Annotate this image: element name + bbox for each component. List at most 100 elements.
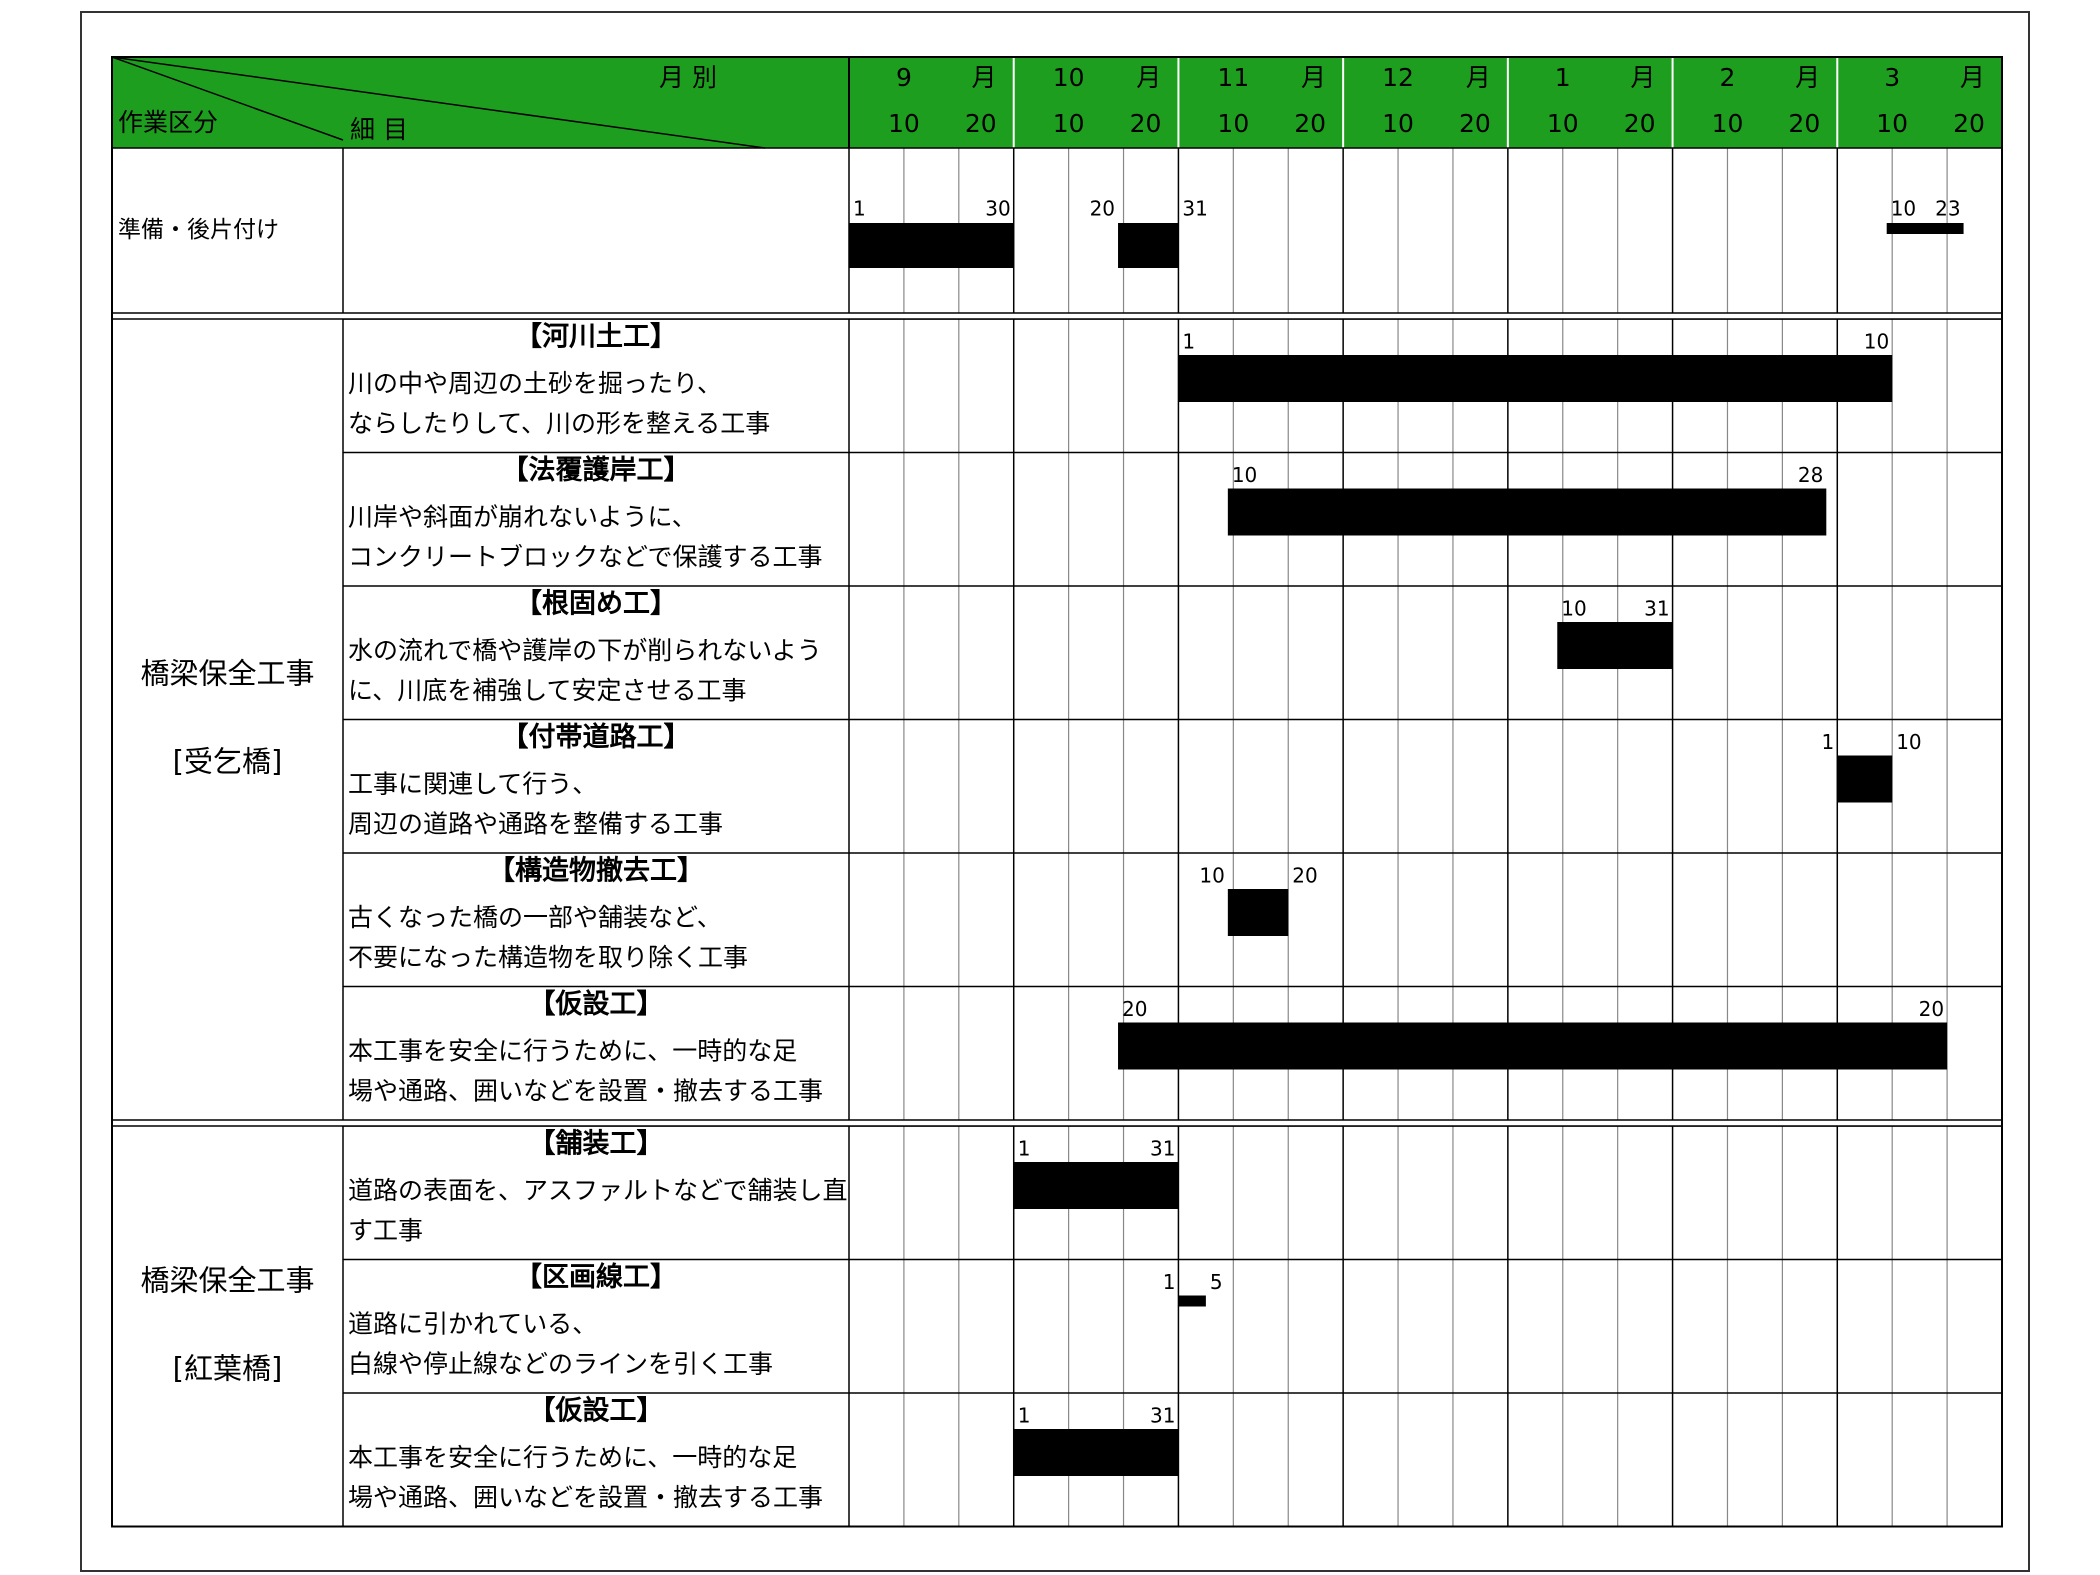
month-unit: 月 (1630, 63, 1655, 92)
month-label: 3 (1884, 63, 1900, 92)
group-name: 橋梁保全工事 (140, 657, 314, 691)
bar-start-label: 20 (1122, 997, 1147, 1021)
bar-start-label: 1 (1018, 1137, 1031, 1161)
bar-end-label: 10 (1864, 330, 1889, 354)
item-description: 本工事を安全に行うために、一時的な足 (348, 1443, 797, 1472)
schedule-bar (1118, 1022, 1948, 1070)
bar-start-label: 10 (1199, 864, 1224, 888)
section-name: 準備・後片付け (118, 217, 279, 243)
item-description: 川の中や周辺の土砂を掘ったり、 (348, 369, 722, 398)
item-title: 【構造物撤去工】 (488, 855, 704, 887)
bar-end-label: 20 (1292, 864, 1317, 888)
item-description: 道路の表面を、アスファルトなどで舗装し直 (348, 1176, 848, 1205)
item-description: 古くなった橋の一部や舗装など、 (348, 903, 722, 932)
item-description: 場や通路、囲いなどを設置・撤去する工事 (348, 1483, 823, 1512)
dekad-label: 10 (1712, 109, 1744, 138)
month-unit: 月 (1795, 63, 1820, 92)
schedule-bar (1118, 223, 1179, 268)
item-description: ならしたりして、川の形を整える工事 (348, 409, 770, 438)
dekad-label: 10 (1382, 109, 1414, 138)
bar-end-label: 31 (1182, 197, 1207, 221)
dekad-label: 10 (1217, 109, 1249, 138)
dekad-label: 20 (1294, 109, 1326, 138)
item-title: 【舗装工】 (529, 1129, 664, 1160)
item-title: 【仮設工】 (529, 1395, 664, 1427)
schedule-bar (1886, 223, 1964, 234)
item-description: 場や通路、囲いなどを設置・撤去する工事 (348, 1077, 823, 1106)
item-description: 川岸や斜面が崩れないように、 (348, 503, 697, 532)
dekad-label: 10 (1876, 109, 1908, 138)
schedule-bar (1227, 889, 1289, 936)
corner-top: 月 別 (659, 63, 717, 92)
bar-start-label: 20 (1090, 197, 1115, 221)
bar-end-label: 31 (1644, 597, 1669, 621)
dekad-label: 10 (1053, 109, 1085, 138)
dekad-label: 10 (888, 109, 920, 138)
dekad-label: 20 (1130, 109, 1162, 138)
bar-start-label: 1 (1018, 1404, 1031, 1428)
item-description: す工事 (348, 1216, 423, 1245)
month-label: 1 (1555, 63, 1571, 92)
group-name: 橋梁保全工事 (140, 1263, 314, 1297)
month-label: 11 (1217, 63, 1249, 92)
section-separator (111, 312, 2003, 320)
item-title: 【河川土工】 (515, 322, 677, 353)
header-bg (112, 57, 2002, 148)
page-border (80, 11, 2030, 1572)
table-border (111, 56, 2003, 1528)
bar-end-label: 31 (1150, 1137, 1175, 1161)
item-title: 【仮設工】 (529, 988, 664, 1020)
schedule-bar (849, 223, 1014, 268)
bar-start-label: 1 (1163, 1270, 1176, 1294)
bar-end-label: 20 (1919, 997, 1944, 1021)
schedule-bar (1557, 622, 1673, 669)
item-description: 周辺の道路や通路を整備する工事 (348, 810, 723, 839)
item-description: 不要になった構造物を取り除く工事 (348, 943, 748, 972)
month-unit: 月 (1960, 63, 1985, 92)
dekad-label: 20 (1459, 109, 1491, 138)
schedule-bar (1837, 755, 1893, 803)
item-description: 工事に関連して行う、 (348, 770, 597, 799)
group-site: [受乞橋] (173, 745, 283, 779)
dekad-label: 20 (1788, 109, 1820, 138)
dekad-label: 20 (1953, 109, 1985, 138)
bar-start-label: 1 (853, 197, 866, 221)
bar-start-label: 1 (1182, 330, 1195, 354)
month-unit: 月 (1301, 63, 1326, 92)
item-title: 【根固め工】 (515, 589, 677, 620)
item-description: 水の流れで橋や護岸の下が削られないよう (348, 636, 822, 665)
schedule-bar (1013, 1429, 1179, 1476)
item-description: コンクリートブロックなどで保護する工事 (348, 543, 823, 572)
schedule-bar (1013, 1162, 1179, 1209)
schedule-bar (1178, 1295, 1206, 1307)
bar-start-label: 10 (1232, 463, 1257, 487)
month-label: 2 (1720, 63, 1736, 92)
item-title: 【区画線工】 (515, 1261, 677, 1293)
dekad-label: 10 (1547, 109, 1579, 138)
item-description: に、川底を補強して安定させる工事 (348, 676, 747, 705)
bar-end-label: 23 (1935, 197, 1960, 221)
month-unit: 月 (1136, 63, 1161, 92)
item-title: 【付帯道路工】 (502, 721, 691, 753)
bar-start-label: 10 (1891, 197, 1916, 221)
bar-end-label: 28 (1798, 463, 1823, 487)
schedule-bar (1178, 355, 1893, 402)
section-separator (111, 1119, 2003, 1127)
corner-mid: 細 目 (350, 115, 408, 144)
month-label: 12 (1382, 63, 1414, 92)
item-description: 白線や停止線などのラインを引く工事 (348, 1350, 773, 1379)
dekad-label: 20 (965, 109, 997, 138)
schedule-bar (1227, 488, 1827, 536)
month-label: 10 (1053, 63, 1085, 92)
corner-diagonal (111, 56, 766, 149)
bar-end-label: 31 (1150, 1404, 1175, 1428)
month-label: 9 (896, 63, 912, 92)
bar-end-label: 30 (985, 197, 1010, 221)
group-site: [紅葉橋] (173, 1351, 283, 1385)
month-unit: 月 (972, 63, 997, 92)
bar-end-label: 10 (1896, 730, 1921, 754)
corner-diagonal (111, 56, 344, 141)
dekad-label: 20 (1624, 109, 1656, 138)
